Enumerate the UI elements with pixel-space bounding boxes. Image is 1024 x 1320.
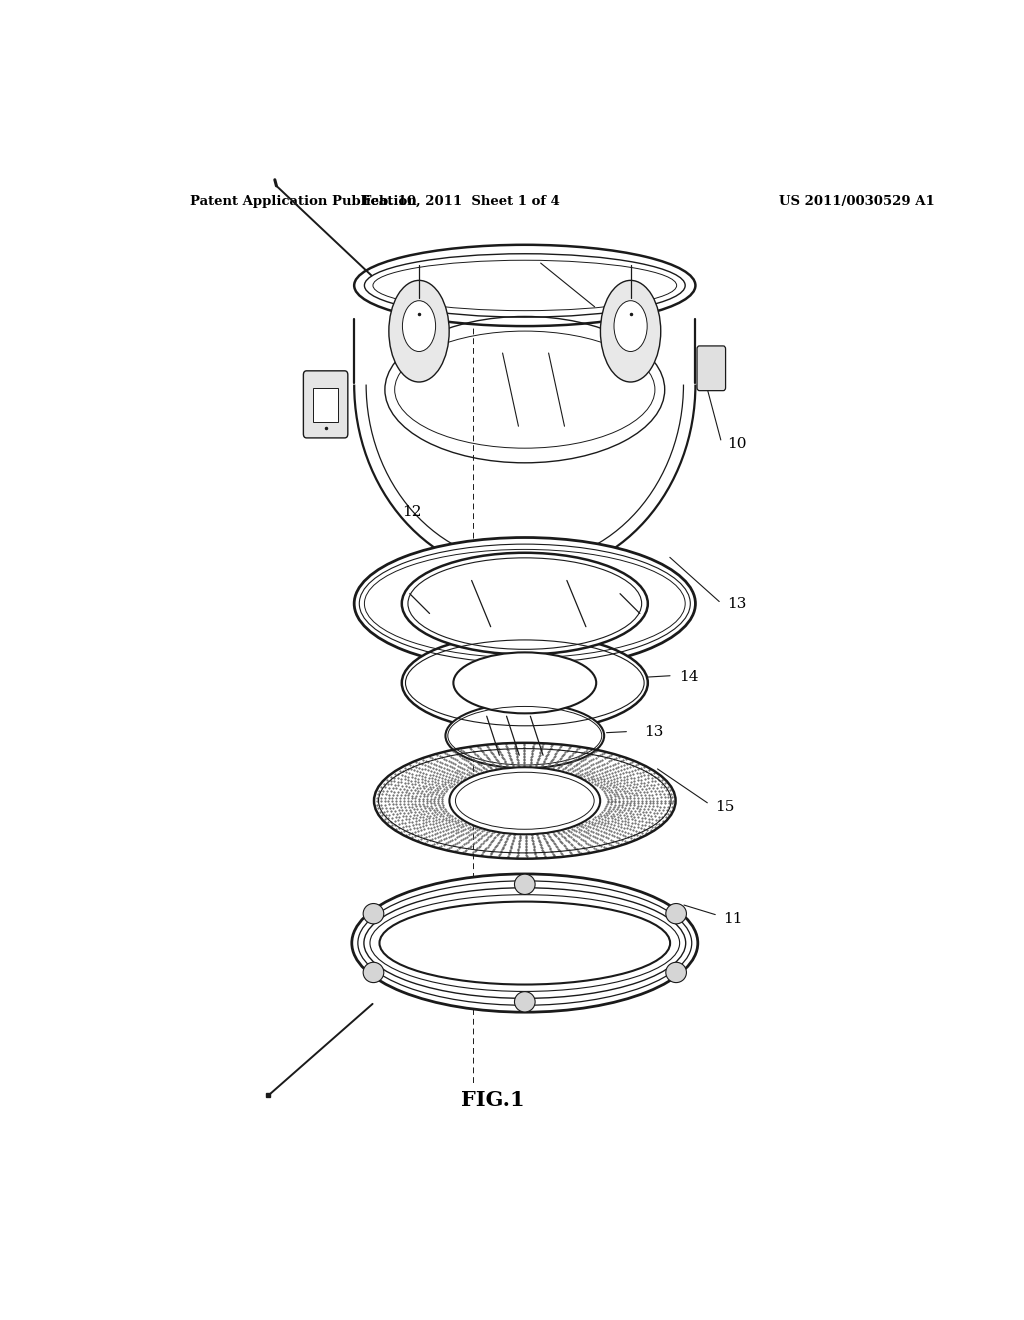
Bar xyxy=(313,388,338,421)
Ellipse shape xyxy=(666,903,686,924)
Ellipse shape xyxy=(354,244,695,326)
Ellipse shape xyxy=(614,301,647,351)
Ellipse shape xyxy=(402,301,435,351)
Text: 10: 10 xyxy=(727,437,746,451)
Ellipse shape xyxy=(401,553,648,655)
Text: US 2011/0030529 A1: US 2011/0030529 A1 xyxy=(778,195,935,209)
Text: 14: 14 xyxy=(680,669,699,684)
Ellipse shape xyxy=(389,280,450,381)
Text: Patent Application Publication: Patent Application Publication xyxy=(189,195,417,209)
FancyBboxPatch shape xyxy=(697,346,726,391)
Ellipse shape xyxy=(514,874,536,895)
Text: FIG.1: FIG.1 xyxy=(461,1090,525,1110)
Ellipse shape xyxy=(364,903,384,924)
Text: 13: 13 xyxy=(727,597,746,611)
Text: 12: 12 xyxy=(401,506,421,519)
Ellipse shape xyxy=(600,280,660,381)
Ellipse shape xyxy=(401,634,648,731)
Ellipse shape xyxy=(352,874,697,1012)
Ellipse shape xyxy=(514,991,536,1012)
Text: 1’: 1’ xyxy=(602,290,617,305)
Ellipse shape xyxy=(445,704,604,768)
Text: 13: 13 xyxy=(644,725,664,739)
FancyBboxPatch shape xyxy=(303,371,348,438)
Ellipse shape xyxy=(454,652,596,713)
Ellipse shape xyxy=(380,902,670,985)
Ellipse shape xyxy=(450,767,600,834)
Text: Feb. 10, 2011  Sheet 1 of 4: Feb. 10, 2011 Sheet 1 of 4 xyxy=(362,195,560,209)
Text: 15: 15 xyxy=(715,800,734,814)
Text: 11: 11 xyxy=(723,912,742,925)
Ellipse shape xyxy=(364,962,384,982)
Ellipse shape xyxy=(354,537,695,669)
Ellipse shape xyxy=(666,962,686,982)
